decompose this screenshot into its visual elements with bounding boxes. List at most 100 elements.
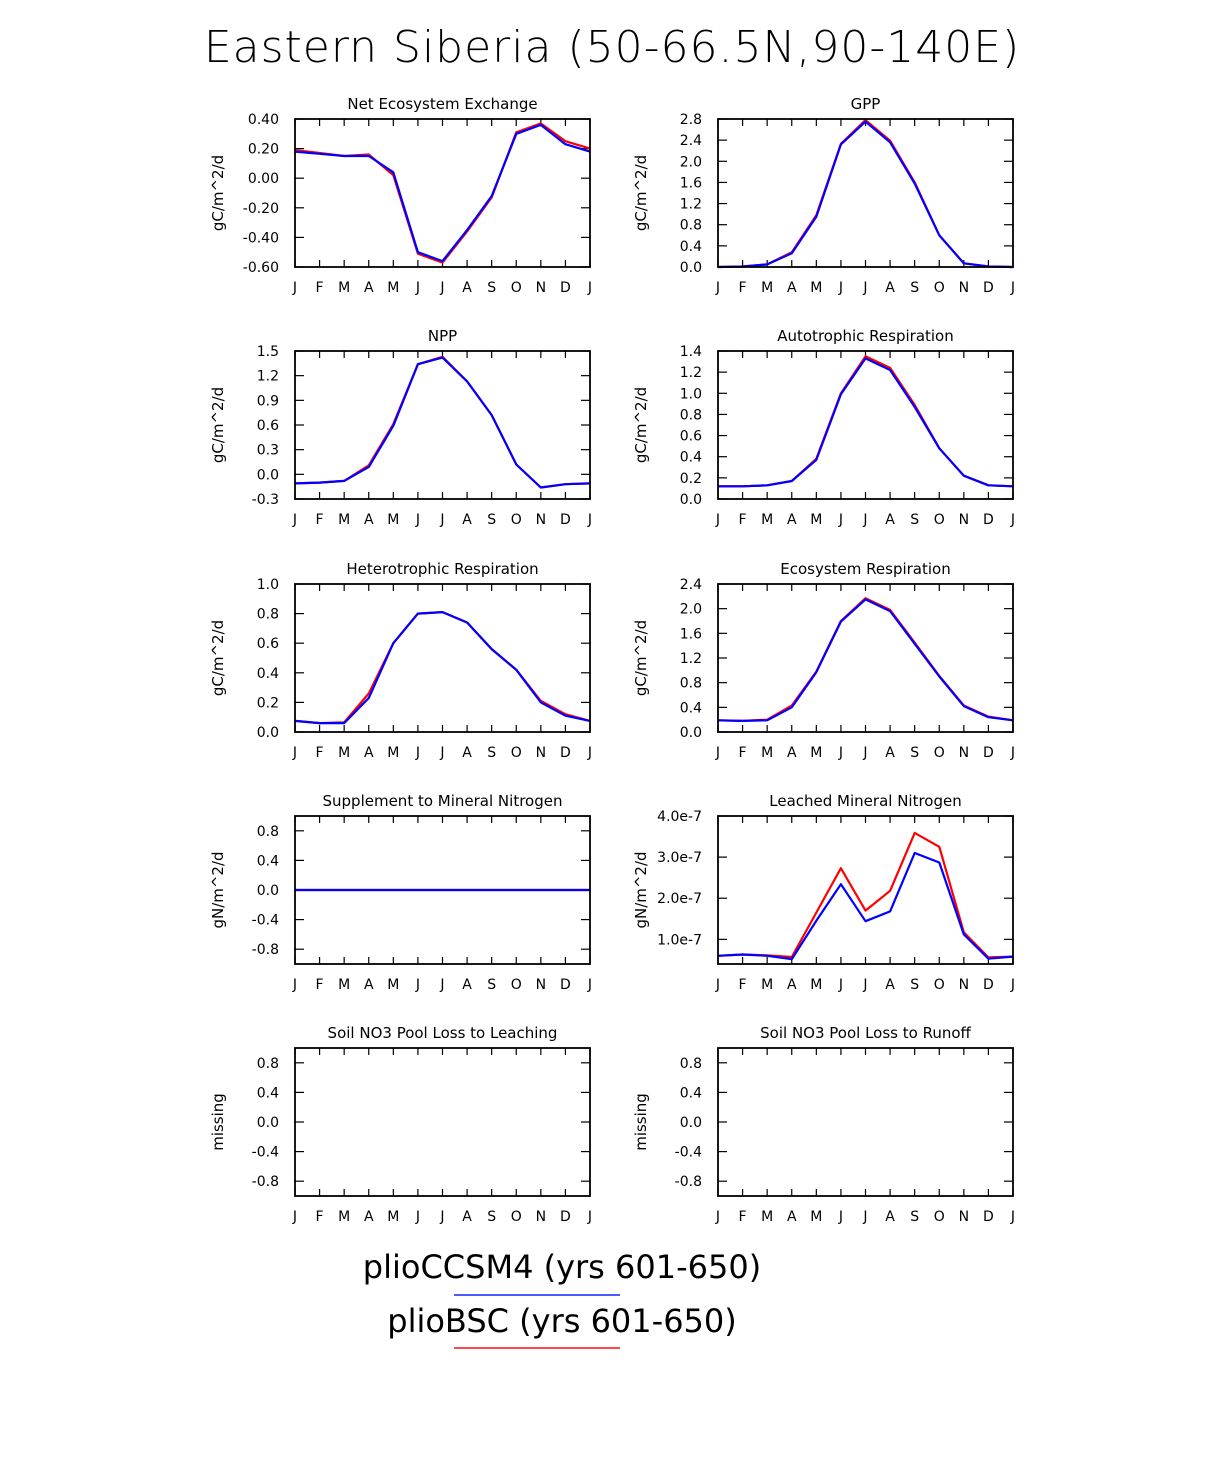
x-tick-label: D xyxy=(560,280,571,296)
x-tick-label: A xyxy=(885,977,895,993)
y-tick-label: 0.2 xyxy=(680,471,702,487)
y-tick-label: -0.8 xyxy=(252,942,279,958)
x-tick-label: O xyxy=(934,512,945,528)
y-tick-label: 2.0 xyxy=(680,154,702,170)
panel-title: NPP xyxy=(428,327,457,345)
x-tick-label: F xyxy=(739,1209,747,1225)
x-tick-label: A xyxy=(885,512,895,528)
x-tick-label: J xyxy=(838,1209,843,1225)
x-tick-label: S xyxy=(910,512,919,528)
x-tick-label: N xyxy=(536,745,546,761)
y-tick-label: 3.0e-7 xyxy=(657,850,702,866)
x-tick-label: M xyxy=(338,280,350,296)
x-tick-label: M xyxy=(761,1209,773,1225)
x-tick-label: S xyxy=(487,745,496,761)
series-line xyxy=(295,612,590,723)
series-line xyxy=(718,599,1013,721)
series-line xyxy=(718,356,1013,486)
y-tick-label: 0.8 xyxy=(680,218,702,234)
x-tick-label: D xyxy=(560,977,571,993)
y-axis-label: gC/m^2/d xyxy=(209,155,227,231)
x-tick-label: J xyxy=(292,977,297,993)
x-tick-label: J xyxy=(1010,1209,1015,1225)
x-tick-label: J xyxy=(587,512,592,528)
x-tick-label: D xyxy=(983,512,994,528)
x-tick-label: M xyxy=(810,280,822,296)
x-tick-label: M xyxy=(387,745,399,761)
x-tick-label: S xyxy=(910,745,919,761)
x-tick-label: D xyxy=(983,977,994,993)
x-tick-label: D xyxy=(560,1209,571,1225)
y-tick-label: 2.8 xyxy=(680,112,702,128)
x-tick-label: J xyxy=(862,977,867,993)
y-tick-label: 0.6 xyxy=(680,429,702,445)
x-tick-label: N xyxy=(536,512,546,528)
x-tick-label: M xyxy=(810,977,822,993)
panel-title: Soil NO3 Pool Loss to Runoff xyxy=(760,1024,971,1042)
x-tick-label: J xyxy=(587,280,592,296)
x-tick-label: J xyxy=(715,1209,720,1225)
x-tick-label: M xyxy=(387,280,399,296)
legend-entry-pliocccsm4: plioCCSM4 (yrs 601-650) xyxy=(0,1248,1174,1286)
y-tick-label: 0.00 xyxy=(248,171,279,187)
x-tick-label: J xyxy=(715,745,720,761)
x-tick-label: S xyxy=(910,1209,919,1225)
y-tick-label: 0.4 xyxy=(680,700,702,716)
x-tick-label: S xyxy=(910,977,919,993)
x-tick-label: M xyxy=(761,512,773,528)
x-tick-label: N xyxy=(536,280,546,296)
x-tick-label: M xyxy=(761,745,773,761)
y-tick-label: 0.4 xyxy=(257,666,279,682)
x-tick-label: J xyxy=(292,745,297,761)
x-tick-label: J xyxy=(1010,512,1015,528)
x-tick-label: J xyxy=(838,977,843,993)
x-tick-label: A xyxy=(787,512,797,528)
y-axis-label: missing xyxy=(632,1093,650,1151)
x-tick-label: M xyxy=(338,745,350,761)
y-tick-label: 1.0 xyxy=(257,577,279,593)
y-tick-label: -0.4 xyxy=(252,913,279,929)
x-tick-label: N xyxy=(959,977,969,993)
y-tick-label: 2.4 xyxy=(680,577,702,593)
y-tick-label: 1.4 xyxy=(680,344,702,360)
series-line xyxy=(718,853,1013,959)
x-tick-label: J xyxy=(292,1209,297,1225)
x-tick-label: J xyxy=(1010,977,1015,993)
y-tick-label: 0.4 xyxy=(257,853,279,869)
panel-title: Net Ecosystem Exchange xyxy=(347,95,537,113)
y-tick-label: 0.8 xyxy=(680,676,702,692)
plot-frame xyxy=(718,119,1013,267)
y-tick-label: 0.6 xyxy=(257,636,279,652)
x-tick-label: O xyxy=(934,745,945,761)
y-tick-label: 0.0 xyxy=(257,467,279,483)
series-line xyxy=(295,123,590,262)
y-axis-label: gC/m^2/d xyxy=(632,620,650,696)
x-tick-label: J xyxy=(715,977,720,993)
x-tick-label: D xyxy=(983,1209,994,1225)
x-tick-label: A xyxy=(364,977,374,993)
x-tick-label: F xyxy=(739,745,747,761)
x-tick-label: J xyxy=(415,745,420,761)
x-tick-label: J xyxy=(439,512,444,528)
panel-title: Heterotrophic Respiration xyxy=(346,560,538,578)
x-tick-label: J xyxy=(862,1209,867,1225)
x-tick-label: M xyxy=(810,512,822,528)
x-tick-label: A xyxy=(462,977,472,993)
y-tick-label: 0.4 xyxy=(680,450,702,466)
y-tick-label: 0.40 xyxy=(248,112,279,128)
x-tick-label: J xyxy=(587,977,592,993)
y-tick-label: 1.6 xyxy=(680,175,702,191)
y-tick-label: 1.0e-7 xyxy=(657,932,702,948)
y-tick-label: 1.5 xyxy=(257,344,279,360)
y-tick-label: -0.4 xyxy=(675,1145,702,1161)
y-tick-label: 0.8 xyxy=(257,1056,279,1072)
x-tick-label: M xyxy=(387,977,399,993)
x-tick-label: J xyxy=(439,745,444,761)
x-tick-label: M xyxy=(810,1209,822,1225)
x-tick-label: J xyxy=(587,1209,592,1225)
x-tick-label: D xyxy=(560,745,571,761)
y-tick-label: -0.8 xyxy=(252,1174,279,1190)
x-tick-label: O xyxy=(511,745,522,761)
x-tick-label: S xyxy=(487,977,496,993)
legend-line-pliobsc xyxy=(454,1347,620,1349)
